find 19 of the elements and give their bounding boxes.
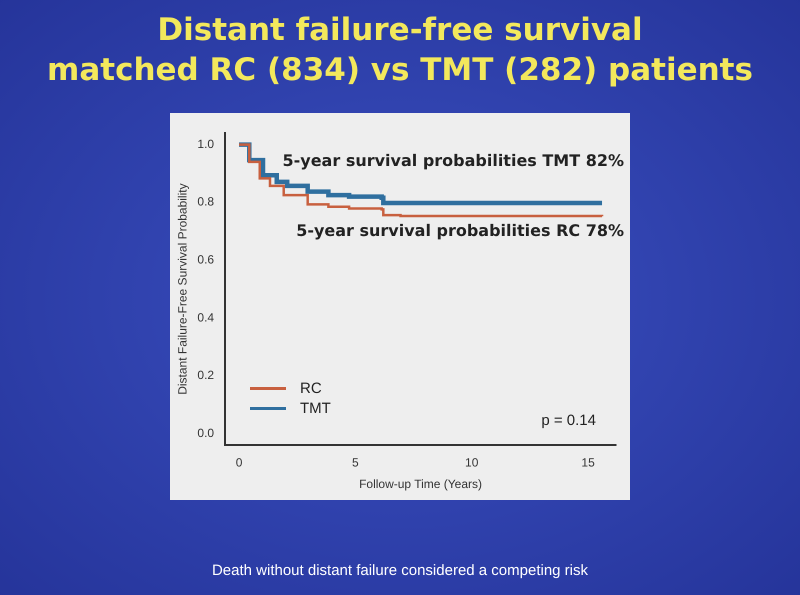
y-tick-label: 0.4 [197,310,214,324]
annotation: 5-year survival probabilities TMT 82% [282,151,624,170]
y-tick-label: 0.0 [197,426,214,440]
x-tick-label: 10 [465,456,479,470]
y-tick-label: 0.8 [197,194,214,209]
x-tick-label: 15 [581,456,596,470]
y-tick-label: 0.6 [197,252,214,267]
y-tick-label: 1.0 [197,136,214,151]
y-axis-title: Distant Failure-Free Survival Probability [176,183,190,395]
annotation: 5-year survival probabilities RC 78% [296,221,624,240]
x-axis-title: Follow-up Time (Years) [359,477,482,492]
text: Death without distant failure considered a competing risk [210,562,590,579]
x-tick-label: 0 [236,456,243,470]
legend-label: TMT [299,398,331,418]
legend-label: RC [299,378,323,398]
chart-title: Distant failure-free survival matched RC (834) vs TMT (282) patients [46,11,754,90]
x-tick-label: 5 [352,456,360,470]
annotation: p = 0.14 [541,412,596,430]
y-tick-label: 0.2 [197,368,214,382]
